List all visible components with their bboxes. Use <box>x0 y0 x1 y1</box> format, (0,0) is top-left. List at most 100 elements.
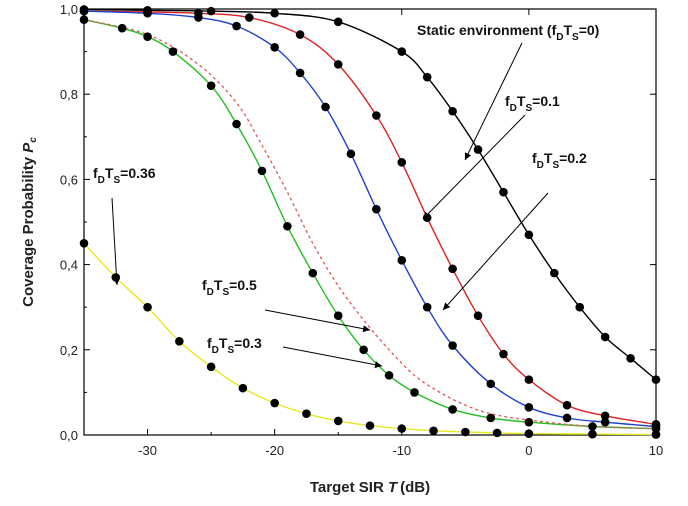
data-point-1 <box>524 375 534 384</box>
x-axis-title: Target SIR T (dB) <box>310 479 430 496</box>
label-0.5: fDTS=0.5 <box>202 277 257 298</box>
data-point-5 <box>270 398 279 408</box>
label-static: Static environment (fDTS=0) <box>417 22 599 43</box>
series-line-0 <box>83 8 657 381</box>
data-point-2 <box>79 6 89 16</box>
data-point-1 <box>600 411 610 421</box>
data-point-3 <box>257 166 267 176</box>
data-point-0 <box>206 6 216 16</box>
arrow-0.1 <box>422 114 526 220</box>
data-point-2 <box>346 149 356 159</box>
data-point-0 <box>448 106 457 116</box>
arrow-0.36 <box>111 197 121 286</box>
data-point-5 <box>111 273 121 282</box>
data-point-2 <box>448 341 457 350</box>
data-point-5 <box>333 416 343 426</box>
axis-ticks <box>83 8 657 436</box>
data-point-2 <box>232 21 241 31</box>
x-tick-label: 0 <box>525 443 532 458</box>
x-tick-label: -10 <box>392 443 411 458</box>
y-axis-title: Coverage Probability Pc <box>20 137 39 307</box>
data-point-2 <box>524 403 534 412</box>
label-0.36: fDTS=0.36 <box>93 165 156 186</box>
data-point-3 <box>308 268 318 278</box>
data-point-5 <box>302 409 311 419</box>
data-point-5 <box>524 429 534 439</box>
data-point-0 <box>473 145 483 154</box>
y-tick-label: 0,8 <box>60 87 78 102</box>
data-point-3 <box>359 345 368 355</box>
data-point-0 <box>333 17 343 27</box>
data-point-2 <box>486 379 496 389</box>
data-point-2 <box>372 204 381 214</box>
data-point-3 <box>333 311 343 321</box>
data-point-5 <box>429 426 438 436</box>
data-point-1 <box>499 349 508 359</box>
data-point-2 <box>397 256 407 265</box>
data-point-2 <box>321 102 330 112</box>
data-point-0 <box>499 187 508 197</box>
data-point-3 <box>143 32 152 41</box>
data-point-0 <box>651 375 661 384</box>
data-point-5 <box>397 424 407 433</box>
data-point-3 <box>168 47 178 56</box>
data-point-5 <box>492 428 502 438</box>
y-tick-label: 0,0 <box>60 428 78 443</box>
y-tick-label: 0,6 <box>60 172 78 187</box>
label-0.1: fDTS=0.1 <box>505 93 560 114</box>
data-point-1 <box>448 264 457 274</box>
series-group <box>79 5 661 439</box>
data-point-0 <box>422 72 432 82</box>
data-point-2 <box>270 43 279 52</box>
data-point-3 <box>588 422 597 431</box>
data-point-3 <box>410 388 419 397</box>
data-point-2 <box>562 413 572 423</box>
data-point-1 <box>244 13 254 22</box>
data-point-3 <box>651 424 661 433</box>
data-point-0 <box>524 230 534 240</box>
data-point-2 <box>194 13 203 22</box>
data-point-5 <box>175 336 184 346</box>
plot-frame <box>83 8 657 436</box>
data-point-2 <box>143 8 152 18</box>
data-point-0 <box>397 47 407 56</box>
data-point-0 <box>575 302 585 312</box>
data-point-5 <box>588 429 597 439</box>
arrow-0.2 <box>442 192 549 311</box>
y-tick-label: 1,0 <box>60 2 78 17</box>
y-tick-label: 0,4 <box>60 258 78 273</box>
data-point-3 <box>206 81 216 90</box>
data-point-3 <box>384 371 394 380</box>
series-line-3 <box>83 19 657 430</box>
y-tick-labels: 0,0 0,2 0,4 0,6 0,8 1,0 <box>60 2 78 443</box>
x-tick-label: -20 <box>265 443 284 458</box>
data-point-1 <box>372 111 381 120</box>
data-point-1 <box>473 311 483 321</box>
data-point-2 <box>422 302 432 312</box>
label-0.3: fDTS=0.3 <box>207 335 262 356</box>
data-point-2 <box>600 417 610 427</box>
y-tick-label: 0,2 <box>60 343 78 358</box>
data-point-0 <box>270 8 279 18</box>
series-line-1 <box>83 10 657 426</box>
data-point-5 <box>651 430 661 439</box>
x-tick-label: -30 <box>138 443 157 458</box>
arrow-static <box>464 42 523 161</box>
data-point-5 <box>206 362 216 372</box>
data-point-2 <box>295 68 305 78</box>
data-point-3 <box>79 15 89 24</box>
series-line-4 <box>83 19 657 430</box>
data-point-3 <box>283 221 292 231</box>
data-point-3 <box>524 417 534 427</box>
data-point-3 <box>232 119 241 129</box>
data-point-1 <box>397 158 407 167</box>
data-point-1 <box>295 30 305 39</box>
data-point-3 <box>448 405 457 414</box>
data-point-3 <box>486 413 496 423</box>
data-point-5 <box>238 383 248 393</box>
data-point-5 <box>143 302 152 312</box>
data-point-5 <box>79 239 89 248</box>
annotation-arrows <box>111 42 549 369</box>
data-point-3 <box>117 23 127 33</box>
